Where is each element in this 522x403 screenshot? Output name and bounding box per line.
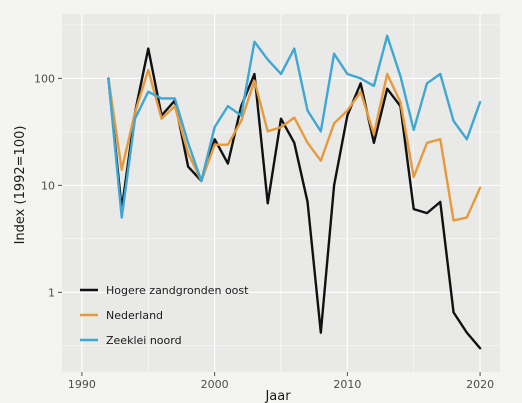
legend-item: Hogere zandgronden oost bbox=[80, 284, 249, 297]
x-tick-label: 2010 bbox=[333, 378, 361, 391]
y-tick-label: 10 bbox=[41, 179, 55, 192]
x-tick-label: 2020 bbox=[466, 378, 494, 391]
legend-item: Nederland bbox=[80, 309, 163, 322]
legend-item: Zeeklei noord bbox=[80, 334, 182, 347]
legend: Hogere zandgronden oost Nederland Zeeklei … bbox=[80, 284, 249, 347]
x-axis-title: Jaar bbox=[264, 389, 291, 403]
legend-label: Zeeklei noord bbox=[106, 334, 182, 347]
y-tick-label: 1 bbox=[48, 286, 55, 299]
legend-label: Nederland bbox=[106, 309, 163, 322]
legend-label: Hogere zandgronden oost bbox=[106, 284, 249, 297]
series-2 bbox=[107, 34, 482, 219]
y-tick-label: 100 bbox=[34, 72, 55, 85]
x-tick-label: 2000 bbox=[201, 378, 229, 391]
y-axis-title: Index (1992=100) bbox=[13, 126, 28, 245]
x-tick-label: 1990 bbox=[68, 378, 96, 391]
